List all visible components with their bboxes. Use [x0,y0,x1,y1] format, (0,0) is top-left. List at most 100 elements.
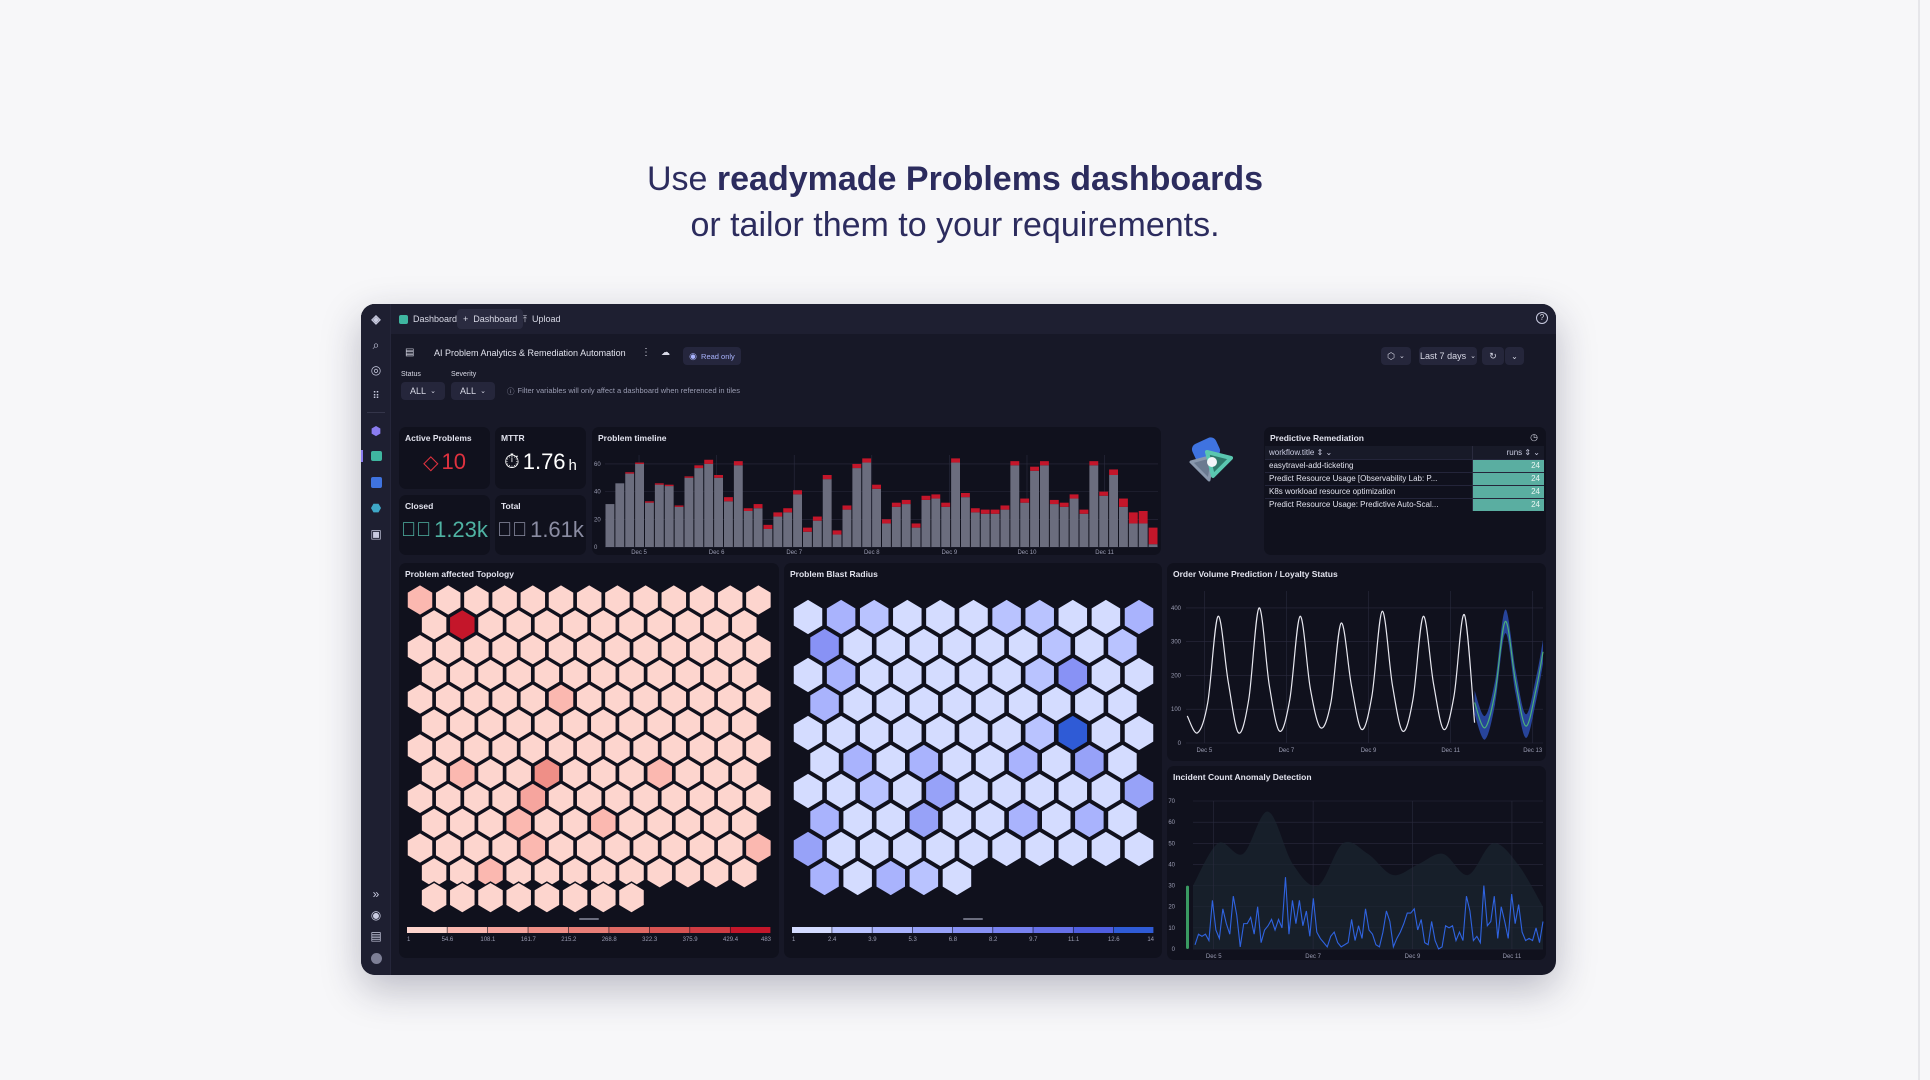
hex-cell [631,732,660,766]
refresh-options-button[interactable]: ⌄ [1505,347,1524,365]
table-row[interactable]: easytravel-add-ticketing 24 [1265,459,1544,472]
hex-cell [519,831,547,865]
bar-segment-gray [822,479,832,547]
x-tick-label: Dec 9 [942,550,958,555]
bar-segment-red [1138,511,1148,524]
dashboards-app-icon[interactable] [367,447,385,465]
hex-cell [990,656,1023,694]
filter-info-text: Filter variables will only affect a dash… [517,386,740,395]
hex-cell [924,772,957,810]
column-header-workflow[interactable]: workflow.title ⇕ ⌄ [1265,446,1473,459]
refresh-button[interactable]: ↻ [1482,347,1504,365]
cube-app-icon[interactable]: ⬢ [370,424,382,438]
hex-cell [858,656,890,694]
bar-segment-red [921,495,931,500]
bar-segment-gray [842,509,852,547]
bar-segment-red [1079,509,1089,514]
cloud-icon[interactable]: ☁ [661,347,670,357]
incident-anomaly-chart: 0 10 20 30 40 50 60 70 Dec 5 Dec 7 Dec 9 Dec 11 [1168,799,1544,960]
tab-dashboards[interactable]: Dashboards [393,309,468,329]
expand-icon[interactable]: » [372,887,380,901]
hex-cell [674,757,702,790]
more-icon[interactable]: ⋮ [641,347,651,358]
clock-icon[interactable]: ◷ [1530,432,1538,442]
table-header: workflow.title ⇕ ⌄ runs ⇕ ⌄ [1265,446,1544,459]
hex-cell [660,583,688,617]
dashboard-list-icon[interactable]: ▤ [405,347,415,358]
warning-diamond-icon: ◇ [423,451,439,474]
hex-cell [561,881,589,914]
hex-cell [858,830,890,868]
segments-button[interactable]: ⬡ ⌄ [1381,347,1411,365]
globe-icon[interactable]: ◎ [370,363,382,377]
bar-segment-gray [783,512,793,547]
bar-segment-red [664,484,674,487]
kpi-unit: h [568,456,577,474]
hex-cell [841,627,874,665]
column-header-runs[interactable]: runs ⇕ ⌄ [1506,447,1540,457]
bar-segment-red [832,530,842,535]
status-filter-select[interactable]: ALL ⌄ [401,382,445,400]
hex-app-icon[interactable]: ⬣ [370,501,382,515]
read-only-badge[interactable]: ◉ Read only [683,347,741,365]
hex-cell [589,757,618,790]
kpi-total: Total ✓⃝ 1.61k [495,495,586,555]
stopwatch-icon: ⏱ [504,450,520,473]
hex-cell [808,627,841,665]
hex-cell [406,583,434,617]
legend-label: 108.1 [480,937,496,943]
hex-cell [462,583,491,617]
severity-filter-select[interactable]: ALL ⌄ [451,382,495,400]
hex-cell [519,732,547,766]
apps-grid-icon[interactable]: ⠿ [372,390,380,402]
hex-cell [990,830,1023,868]
hex-cell [974,801,1006,839]
y-tick-label: 200 [1171,673,1182,679]
bar-segment-red [704,459,714,464]
bar-segment-red [694,465,704,469]
logo-icon[interactable]: ◈ [371,312,381,326]
search-icon[interactable]: ⌕ [372,337,380,352]
hex-cell [875,743,907,781]
help-icon[interactable]: ? [1536,312,1548,324]
avatar-icon[interactable] [367,949,385,967]
hex-cell [1023,772,1056,810]
hex-cell [858,598,890,636]
hex-cell [589,707,618,741]
bar-segment-red [1030,466,1039,471]
table-row[interactable]: Predict Resource Usage: Predictive Auto-… [1265,498,1544,511]
tab-dashboard[interactable]: + Dashboard [457,309,524,329]
x-tick-label: Dec 7 [1305,954,1321,960]
hex-cell [990,772,1023,810]
hex-cell [575,682,603,716]
bar-segment-gray [911,527,921,547]
active-indicator [361,450,363,462]
hex-cell [875,685,907,723]
hex-cell [645,806,674,840]
table-row[interactable]: K8s workload resource optimization 24 [1265,485,1544,498]
monitor-app-icon[interactable]: ▣ [370,527,382,541]
page-scrollbar[interactable] [1918,0,1920,1080]
timeframe-select[interactable]: Last 7 days ⌄ [1419,347,1477,365]
support-icon[interactable]: ◉ [370,908,382,922]
hex-cell [434,633,462,666]
chart-icon[interactable]: ▤ [370,929,382,943]
table-row[interactable]: Predict Resource Usage [Observability La… [1265,472,1544,485]
tab-upload[interactable]: ⤒ Upload [517,309,567,329]
hex-cell [716,831,744,865]
dashboards-icon [399,314,408,324]
hex-cell [957,772,990,810]
refresh-icon: ↻ [1489,350,1497,361]
kpi-value-row: ✓⃝ 1.23k [399,517,490,543]
bar-segment-gray [921,499,931,547]
hex-cell [476,757,505,790]
status-value: ALL [410,386,427,396]
col-label: runs [1506,447,1523,457]
legend-label: 5.3 [908,937,917,943]
hex-cell [519,583,547,617]
bar-segment-red [862,458,872,463]
problem-timeline-chart: 0 20 40 60 Dec 5 Dec 6 Dec 7 Dec 8 Dec 9 Dec 10 De… [594,455,1158,555]
grid-app-icon[interactable] [367,473,385,491]
kpi-value-row: ✓⃝ 1.61k [495,517,586,543]
hex-cell [631,782,660,815]
